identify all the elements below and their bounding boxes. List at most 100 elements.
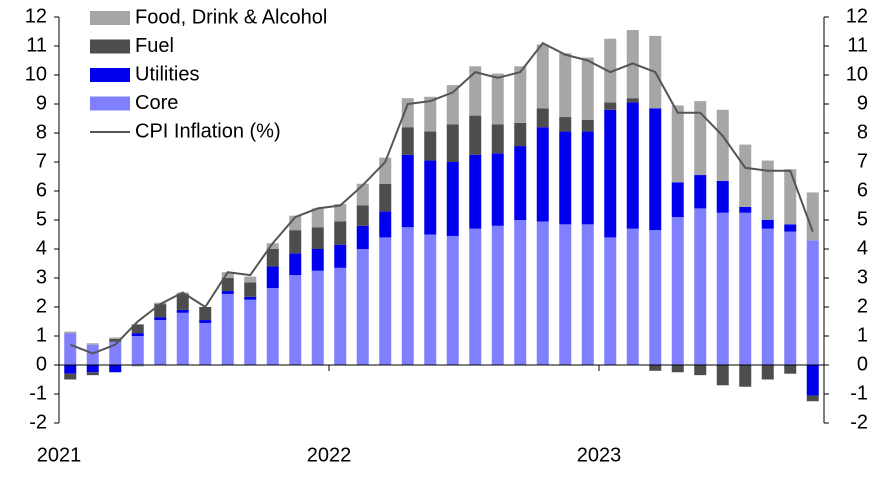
bar-segment [199,320,212,323]
bar-segment [244,282,257,297]
bar-segment [86,344,99,365]
legend-swatch [90,39,130,54]
bar-segment [244,296,257,300]
bar-segment [424,234,437,365]
bar-segment [581,57,594,120]
bar-segment [514,220,527,365]
bar-segment [86,372,99,376]
bar-segment [761,160,774,220]
bar-segment [716,365,729,386]
y-tick-label: -1 [29,382,47,404]
bar-segment [109,337,122,339]
bar-segment [671,105,684,183]
y2-tick-label: 4 [857,237,868,259]
bar-segment [446,85,459,125]
y2-tick-label: 7 [857,150,868,172]
bar-segment [739,365,752,387]
bar-segment [199,307,212,321]
y-tick-label: 11 [26,34,47,56]
bar-segment [311,208,324,228]
y-tick-label: 9 [36,92,47,114]
y-tick-label: 5 [36,208,47,230]
bar-segment [356,183,369,206]
y-tick-label: -2 [29,411,47,433]
bar-segment [491,73,504,125]
bar-segment [559,224,572,365]
bar-segment [446,235,459,365]
bar-segment [334,204,347,222]
bar-segment [401,98,414,128]
bar-segment [266,266,279,289]
bar-segment [491,225,504,365]
bar-segment [469,228,482,365]
bar-segment [626,102,639,229]
bar-segment [176,309,189,313]
bar-segment [784,169,797,225]
y-tick-label: 6 [36,179,47,201]
bar-segment [559,131,572,225]
bar-segment [761,228,774,365]
bar-segment [514,146,527,220]
bar-segment [446,124,459,162]
bar-segment [176,312,189,365]
bar-segment [221,291,234,294]
bar-segment [154,320,167,365]
bar-segment [671,182,684,218]
bar-segment [694,365,707,376]
bar-segment [469,115,482,155]
legend-label: CPI Inflation (%) [135,120,281,142]
bar-segment [806,192,819,241]
bar-segment [716,180,729,213]
bar-segment [289,275,302,365]
bar-segment [536,44,549,109]
bar-segment [626,98,639,103]
y2-tick-label: 9 [857,92,868,114]
bar-segment [221,278,234,292]
bar-segment [649,108,662,231]
bar-segment [739,144,752,207]
bar-segment [109,341,122,365]
bar-segment [536,127,549,222]
legend-label: Utilities [135,63,199,85]
y-tick-label: 2 [36,295,47,317]
y2-tick-label: 12 [846,5,868,27]
legend-label: Core [135,92,178,114]
legend-swatch [90,68,130,82]
bar-segment [806,395,819,402]
y-tick-label: 8 [36,121,47,143]
y2-tick-label: 5 [857,208,868,230]
cpi-line [69,41,814,355]
bar-segment [64,331,77,334]
bar-segment [221,293,234,365]
bar-segment [401,127,414,155]
bar-segment [559,53,572,118]
bar-segment [131,336,144,365]
bar-segment [379,237,392,365]
bar-segment [739,212,752,365]
bar-segment [784,365,797,374]
bar-segment [649,365,662,371]
bar-segment [64,333,77,365]
bar-segment [761,220,774,229]
bar-segment [131,365,144,367]
bar-segment [266,249,279,267]
y2-tick-label: 3 [857,266,868,288]
bar-segment [581,131,594,225]
bar-segment [806,240,819,365]
y-tick-label: 0 [36,353,47,375]
bar-segment [604,237,617,365]
bar-segment [244,276,257,283]
bar-segment [649,230,662,365]
bar-segment [401,227,414,365]
y-tick-label: 12 [25,5,47,27]
legend-swatch [90,11,130,25]
y2-tick-label: 0 [857,353,868,375]
x-tick-label: 2022 [307,444,352,466]
bar-segment [784,224,797,232]
bar-segment [334,244,347,268]
bar-segment [536,221,549,365]
y2-tick-label: 10 [846,63,868,85]
bar-segment [694,208,707,365]
bar-segment [199,322,212,365]
bar-segment [694,175,707,209]
